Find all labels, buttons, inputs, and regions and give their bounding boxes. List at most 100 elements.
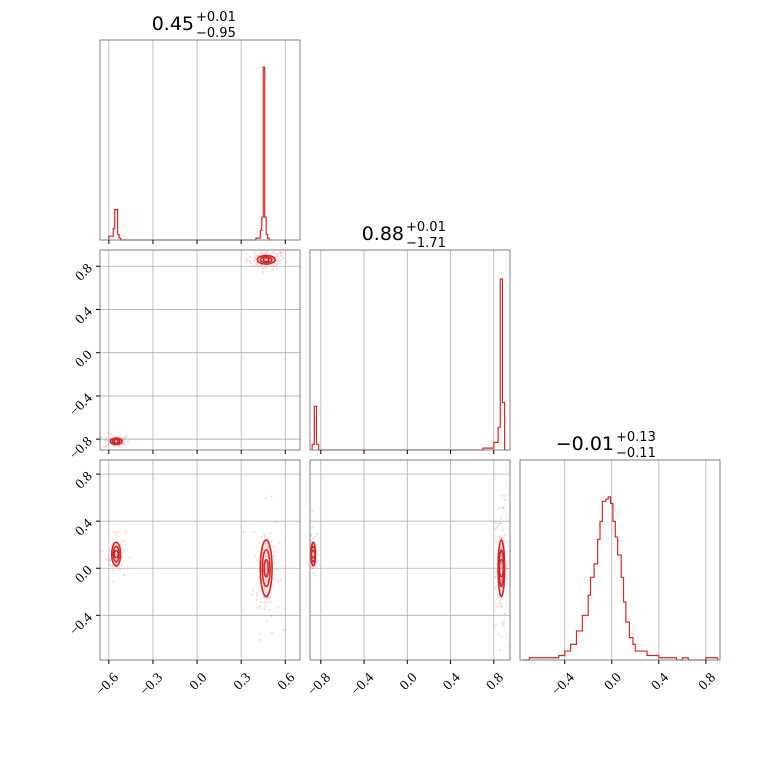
sample-point (499, 516, 503, 520)
sample-point (255, 264, 259, 267)
sample-point (104, 445, 108, 448)
sample-point (272, 264, 276, 268)
sample-point (124, 434, 128, 438)
sample-point (498, 597, 501, 600)
sample-point (275, 263, 279, 266)
sample-point (272, 554, 275, 557)
sample-point (108, 563, 111, 566)
sample-point (101, 549, 104, 553)
sample-point (255, 262, 258, 265)
sample-point (498, 521, 502, 525)
sample-point (252, 259, 256, 262)
sample-point (259, 251, 262, 254)
sample-point (253, 265, 256, 268)
sample-point (498, 648, 502, 652)
sample-point (315, 532, 319, 536)
x-tick-label: 0.0 (187, 670, 210, 693)
sample-point (258, 541, 261, 545)
sample-point (107, 442, 110, 446)
sample-point (121, 442, 124, 446)
y-tick-label: 0.4 (73, 516, 96, 539)
sample-point (282, 257, 285, 260)
sample-point (277, 252, 280, 255)
x-tick-label: 0.4 (649, 670, 672, 693)
sample-point (253, 555, 257, 558)
sample-point (276, 259, 279, 262)
sample-point (273, 550, 276, 553)
sample-point (100, 436, 103, 439)
sample-point (249, 262, 253, 265)
x-tick-label: 0.0 (602, 670, 625, 693)
sample-point (270, 591, 273, 595)
sample-point (105, 557, 108, 561)
contour-line (110, 541, 122, 567)
param-title-2: −0.01 +0.13−0.11 (556, 430, 656, 461)
density-fill (259, 537, 273, 600)
sample-point (501, 494, 504, 497)
x-tick-label: 0.0 (397, 670, 420, 693)
sample-point (506, 562, 509, 565)
sample-point (262, 271, 265, 274)
sample-point (254, 254, 257, 258)
sample-point (497, 507, 501, 510)
sample-point (112, 580, 115, 583)
sample-point (499, 522, 502, 525)
title-value: −0.01 (556, 433, 614, 455)
sample-point (503, 612, 506, 615)
sample-point (258, 632, 261, 635)
sample-point (255, 591, 258, 594)
sample-point (503, 541, 507, 544)
title-lower-error: −0.11 (616, 446, 656, 461)
sample-point (245, 252, 248, 255)
sample-point (120, 564, 123, 567)
sample-point (500, 605, 503, 608)
sample-point (123, 441, 126, 444)
y-tick-label: −0.4 (67, 391, 96, 420)
title-upper-error: +0.13 (616, 430, 656, 445)
x-tick-label: −0.8 (305, 670, 334, 699)
sample-point (263, 608, 266, 611)
sample-point (271, 268, 275, 271)
sample-point (494, 575, 497, 579)
sample-point (270, 495, 273, 498)
title-upper-error: +0.01 (406, 220, 446, 235)
histogram-panel-0: 0.45 +0.01−0.95 (99, 10, 301, 244)
histogram-panel-2: −0.4 0.0 0.4 0.8 −0.01 +0.13−0.11 (519, 430, 721, 699)
sample-point (102, 445, 105, 448)
sample-point (257, 606, 261, 609)
x-tick-label: −0.4 (349, 670, 378, 699)
sample-point (274, 520, 277, 523)
sample-point (312, 572, 315, 575)
sample-point (276, 606, 279, 609)
sample-point (310, 533, 313, 537)
sample-point (268, 608, 271, 611)
sample-point (279, 251, 282, 254)
sample-point (257, 265, 260, 268)
sample-point (268, 532, 272, 535)
y-tick-label: 0.0 (73, 563, 96, 586)
sample-point (115, 435, 118, 438)
sample-point (253, 257, 256, 260)
sample-point (314, 574, 317, 577)
sample-point (263, 534, 266, 538)
sample-point (110, 565, 114, 568)
sample-point (495, 623, 498, 626)
sample-point (503, 499, 506, 502)
sample-point (265, 552, 268, 555)
sample-point (112, 530, 116, 533)
sample-point (495, 541, 498, 544)
sample-point (311, 553, 314, 556)
sample-point (107, 559, 111, 562)
sample-point (253, 251, 256, 254)
sample-point (245, 258, 248, 262)
title-lower-error: −0.95 (196, 26, 236, 41)
contour-line (109, 437, 123, 446)
sample-point (276, 579, 279, 583)
sample-point (500, 635, 503, 638)
sample-point (121, 442, 125, 445)
contour-panel-0-1: −0.8 −0.4 0.0 0.4 0.8 (67, 249, 301, 463)
sample-point (261, 252, 264, 255)
contour-line (262, 256, 270, 263)
sample-point (496, 526, 499, 529)
contour-line (259, 539, 273, 598)
